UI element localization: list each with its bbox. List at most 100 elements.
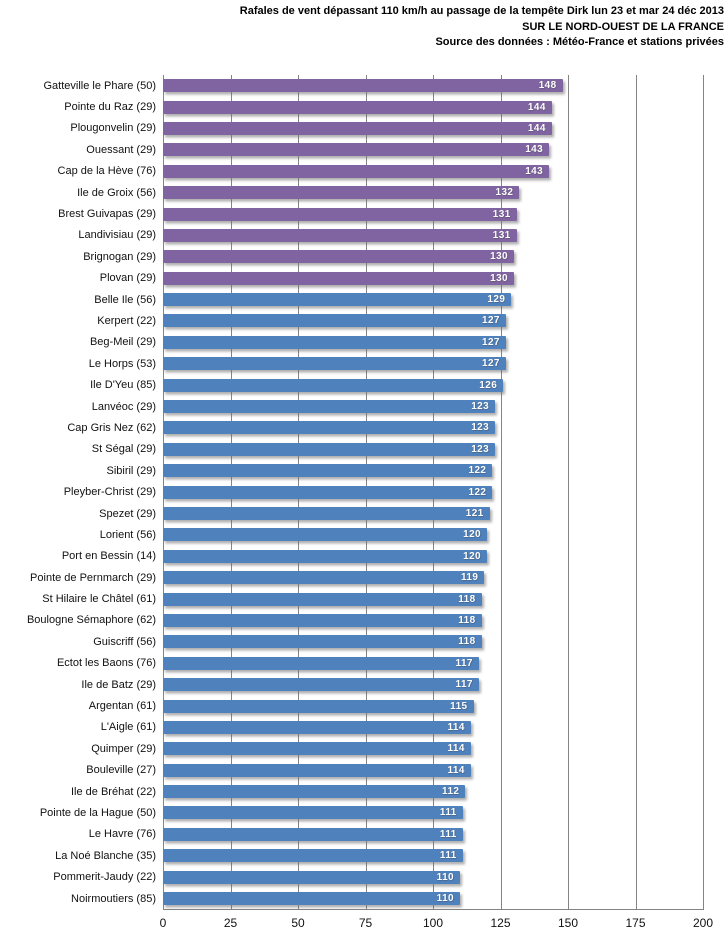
category-label: Brignogan (29) — [83, 250, 156, 263]
bar-row: Boulogne Sémaphore (62) 118 — [0, 610, 728, 631]
bar: 122 — [163, 485, 493, 499]
category-label: Noirmoutiers (85) — [71, 892, 156, 905]
value-label: 132 — [495, 187, 514, 199]
bar: 126 — [163, 378, 504, 392]
bar-track: 127 — [163, 310, 703, 331]
category-label: Ile de Batz (29) — [81, 678, 156, 691]
category-label: Sibiril (29) — [106, 464, 156, 477]
category-label: St Hilaire le Châtel (61) — [42, 593, 156, 606]
bar-track: 143 — [163, 139, 703, 160]
bar: 111 — [163, 849, 463, 863]
bar-row: Quimper (29) 114 — [0, 738, 728, 759]
bar: 130 — [163, 250, 514, 264]
bar-row: Ile de Batz (29) 117 — [0, 674, 728, 695]
x-tick-label-0: 0 — [159, 916, 167, 930]
category-label: Ile de Bréhat (22) — [71, 785, 156, 798]
bar-track: 126 — [163, 374, 703, 395]
bar-row: Plovan (29) 130 — [0, 268, 728, 289]
value-label: 114 — [447, 721, 465, 733]
category-label: Ile de Groix (56) — [77, 186, 156, 199]
bar-row: Argentan (61) 115 — [0, 695, 728, 716]
value-label: 144 — [527, 101, 546, 113]
bar-row: Ile de Bréhat (22) 112 — [0, 781, 728, 802]
category-label: Pointe du Raz (29) — [64, 101, 156, 114]
bar-row: Landivisiau (29) 131 — [0, 225, 728, 246]
value-label: 148 — [538, 80, 557, 92]
bar-track: 148 — [163, 75, 703, 96]
bar: 114 — [163, 742, 471, 756]
bar: 132 — [163, 186, 520, 200]
value-label: 120 — [463, 550, 481, 562]
value-label: 123 — [471, 401, 490, 413]
bar-row: L'Aigle (61) 114 — [0, 717, 728, 738]
title-line-1: Rafales de vent dépassant 110 km/h au pa… — [239, 5, 724, 17]
gridline-125 — [500, 75, 502, 909]
bar: 110 — [163, 870, 460, 884]
bar: 118 — [163, 635, 482, 649]
bar-track: 110 — [163, 888, 703, 909]
bar-row: Gatteville le Phare (50) 148 — [0, 75, 728, 96]
category-label: Le Horps (53) — [88, 357, 156, 370]
bar: 114 — [163, 763, 471, 777]
bar: 127 — [163, 314, 506, 328]
bar: 117 — [163, 656, 479, 670]
bar-row: Pleyber-Christ (29) 122 — [0, 481, 728, 502]
bar: 144 — [163, 100, 552, 114]
x-tick-label-125: 125 — [490, 916, 511, 930]
bar-chart: Gatteville le Phare (50) 148 Pointe du R… — [0, 75, 728, 935]
bar: 143 — [163, 143, 550, 157]
bar: 123 — [163, 400, 496, 414]
bar-row: Pointe de Pernmarch (29) 119 — [0, 567, 728, 588]
value-label: 120 — [463, 529, 481, 541]
bar-track: 118 — [163, 588, 703, 609]
bar-row: Pommerit-Jaudy (22) 110 — [0, 866, 728, 887]
value-label: 118 — [458, 614, 476, 626]
x-tick-label-50: 50 — [291, 916, 305, 930]
category-label: Le Havre (76) — [88, 828, 156, 841]
category-label: Spezet (29) — [99, 507, 156, 520]
bar-track: 114 — [163, 738, 703, 759]
category-label: La Noé Blanche (35) — [55, 849, 156, 862]
category-label: Lorient (56) — [99, 528, 156, 541]
category-label: Argentan (61) — [88, 700, 156, 713]
category-label: Guiscriff (56) — [93, 635, 156, 648]
bar-row: Pointe de la Hague (50) 111 — [0, 802, 728, 823]
bar-track: 111 — [163, 845, 703, 866]
value-label: 143 — [525, 144, 544, 156]
bar-rows: Gatteville le Phare (50) 148 Pointe du R… — [0, 75, 728, 909]
value-label: 118 — [458, 593, 476, 605]
value-label: 127 — [482, 336, 500, 348]
bar: 144 — [163, 121, 552, 135]
value-label: 111 — [439, 850, 457, 862]
value-label: 122 — [468, 465, 487, 477]
bar-track: 114 — [163, 760, 703, 781]
bar: 114 — [163, 720, 471, 734]
bar-track: 112 — [163, 781, 703, 802]
gridline-175 — [635, 75, 637, 909]
bar-row: Cap Gris Nez (62) 123 — [0, 417, 728, 438]
bar-row: Ectot les Baons (76) 117 — [0, 653, 728, 674]
bar-row: Sibiril (29) 122 — [0, 460, 728, 481]
bar-track: 118 — [163, 610, 703, 631]
value-label: 127 — [482, 315, 500, 327]
bar-row: Le Horps (53) 127 — [0, 353, 728, 374]
bar: 120 — [163, 528, 487, 542]
bar: 122 — [163, 464, 493, 478]
x-tick-label-175: 175 — [625, 916, 646, 930]
bar-row: Belle Ile (56) 129 — [0, 289, 728, 310]
category-label: Cap de la Hève (76) — [57, 165, 156, 178]
bar-row: Ile de Groix (56) 132 — [0, 182, 728, 203]
bar: 111 — [163, 827, 463, 841]
value-label: 118 — [458, 636, 476, 648]
bar: 112 — [163, 785, 466, 799]
bar: 129 — [163, 293, 512, 307]
value-label: 122 — [468, 486, 487, 498]
bar: 110 — [163, 892, 460, 906]
value-label: 111 — [439, 807, 457, 819]
category-label: Port en Bessin (14) — [61, 550, 156, 563]
bar-track: 120 — [163, 524, 703, 545]
bar: 118 — [163, 592, 482, 606]
bar-track: 123 — [163, 439, 703, 460]
bar-row: Lanvéoc (29) 123 — [0, 396, 728, 417]
